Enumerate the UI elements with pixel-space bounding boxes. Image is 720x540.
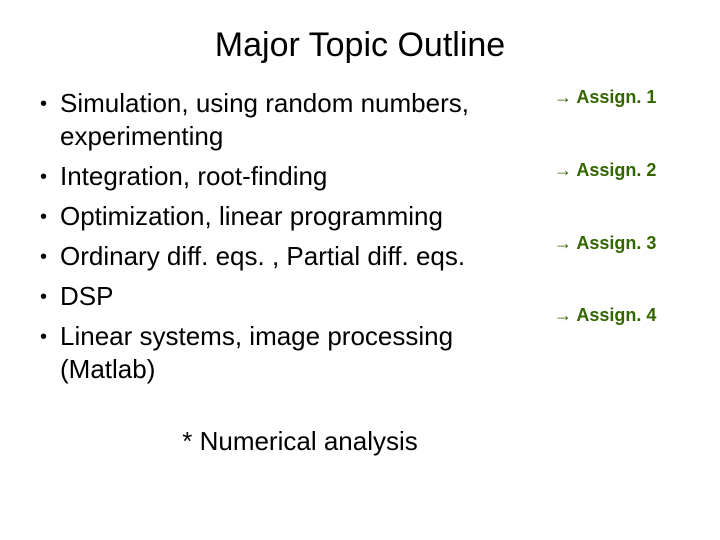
bullet-text: Linear systems, image processing (Matlab… bbox=[60, 320, 550, 387]
assignment-label: → Assign. 1 bbox=[554, 87, 656, 108]
slide: Major Topic Outline • Simulation, using … bbox=[0, 0, 720, 540]
bullet-item: • Simulation, using random numbers, expe… bbox=[40, 87, 550, 154]
bullet-text: Simulation, using random numbers, experi… bbox=[60, 87, 550, 154]
assignment-text: Assign. 4 bbox=[576, 305, 656, 325]
bullet-item: • Linear systems, image processing (Matl… bbox=[40, 320, 550, 387]
arrow-icon: → bbox=[554, 160, 572, 180]
bullet-text: DSP bbox=[60, 280, 550, 313]
slide-title: Major Topic Outline bbox=[40, 26, 680, 65]
bullet-list: • Simulation, using random numbers, expe… bbox=[40, 87, 550, 392]
assignment-text: Assign. 1 bbox=[576, 87, 656, 107]
footnote: * Numerical analysis bbox=[40, 426, 680, 457]
bullet-item: • DSP bbox=[40, 280, 550, 314]
assignments-column: → Assign. 1 → Assign. 2 → Assign. 3 → As… bbox=[550, 87, 680, 392]
arrow-icon: → bbox=[554, 305, 572, 325]
arrow-icon: → bbox=[554, 233, 572, 253]
assignment-label: → Assign. 3 bbox=[554, 233, 656, 254]
content-area: • Simulation, using random numbers, expe… bbox=[40, 87, 680, 392]
bullet-dot: • bbox=[40, 160, 60, 194]
bullet-item: • Ordinary diff. eqs. , Partial diff. eq… bbox=[40, 240, 550, 274]
arrow-icon: → bbox=[554, 87, 572, 107]
bullet-text: Integration, root-finding bbox=[60, 160, 550, 193]
bullet-dot: • bbox=[40, 280, 60, 314]
assignment-label: → Assign. 2 bbox=[554, 160, 656, 181]
bullet-item: • Integration, root-finding bbox=[40, 160, 550, 194]
assignment-text: Assign. 2 bbox=[576, 160, 656, 180]
bullet-text: Ordinary diff. eqs. , Partial diff. eqs. bbox=[60, 240, 550, 273]
assignment-text: Assign. 3 bbox=[576, 233, 656, 253]
assignment-label: → Assign. 4 bbox=[554, 305, 656, 326]
bullet-dot: • bbox=[40, 87, 60, 121]
bullet-dot: • bbox=[40, 200, 60, 234]
bullet-dot: • bbox=[40, 240, 60, 274]
bullet-text: Optimization, linear programming bbox=[60, 200, 550, 233]
bullet-item: • Optimization, linear programming bbox=[40, 200, 550, 234]
bullet-dot: • bbox=[40, 320, 60, 354]
